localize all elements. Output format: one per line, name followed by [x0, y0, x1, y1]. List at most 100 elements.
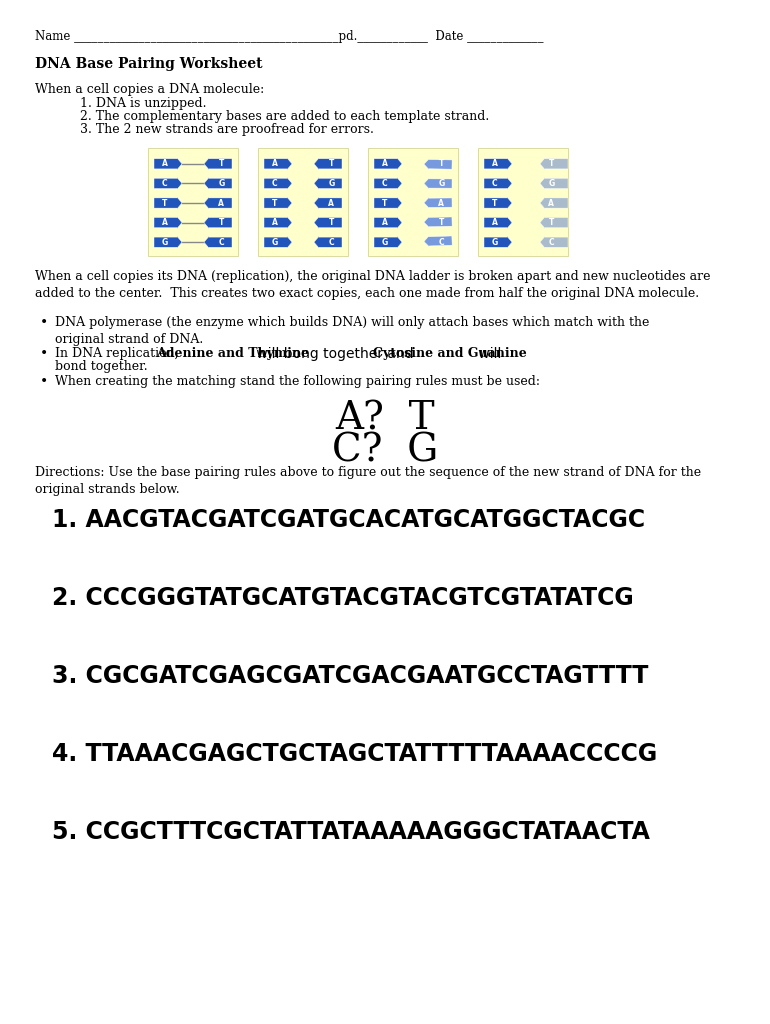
Text: bond together.: bond together. [55, 360, 148, 373]
Text: A?  T: A? T [335, 400, 435, 437]
FancyArrow shape [154, 217, 182, 228]
Text: T: T [439, 160, 444, 168]
Text: C: C [439, 238, 444, 247]
Text: T: T [329, 160, 334, 168]
Text: T: T [549, 160, 554, 168]
Text: G: G [162, 238, 168, 247]
Text: A: A [492, 160, 497, 168]
Text: 5. CCGCTTTCGCTATTATAAAAAGGGCTATAACTA: 5. CCGCTTTCGCTATTATAAAAAGGGCTATAACTA [52, 820, 650, 844]
FancyArrow shape [540, 217, 568, 228]
FancyArrow shape [264, 217, 292, 228]
Text: T: T [492, 199, 497, 208]
Text: G: G [381, 238, 388, 247]
Text: T: T [272, 199, 277, 208]
FancyArrow shape [264, 158, 292, 170]
Text: When creating the matching stand the following pairing rules must be used:: When creating the matching stand the fol… [55, 375, 540, 388]
FancyArrow shape [204, 217, 232, 228]
Text: •: • [40, 375, 49, 389]
FancyArrow shape [424, 198, 452, 208]
Text: Directions: Use the base pairing rules above to figure out the sequence of the n: Directions: Use the base pairing rules a… [35, 466, 701, 497]
Text: C: C [548, 238, 554, 247]
Bar [258, 148, 348, 256]
FancyArrow shape [374, 158, 402, 170]
Text: T: T [162, 199, 167, 208]
Text: A: A [492, 218, 497, 227]
FancyArrow shape [154, 158, 182, 170]
FancyArrow shape [374, 217, 402, 228]
Text: When a cell copies a DNA molecule:: When a cell copies a DNA molecule: [35, 83, 264, 96]
Text: DNA polymerase (the enzyme which builds DNA) will only attach bases which match : DNA polymerase (the enzyme which builds … [55, 316, 649, 346]
FancyArrow shape [484, 177, 512, 189]
FancyArrow shape [204, 197, 232, 209]
Text: G: G [272, 238, 278, 247]
Text: will: will [474, 347, 501, 361]
Text: Cytosine and Guanine: Cytosine and Guanine [373, 347, 527, 360]
Text: A: A [548, 199, 554, 208]
FancyArrow shape [424, 178, 452, 188]
Text: 4. TTAAACGAGCTGCTAGCTATTTTTAAAACCCCG: 4. TTAAACGAGCTGCTAGCTATTTTTAAAACCCCG [52, 742, 658, 766]
FancyArrow shape [204, 177, 232, 189]
Text: 1. AACGTACGATCGATGCACATGCATGGCTACGC: 1. AACGTACGATCGATGCACATGCATGGCTACGC [52, 508, 645, 532]
Text: C: C [162, 179, 167, 187]
FancyArrow shape [264, 237, 292, 248]
Text: T: T [329, 218, 334, 227]
FancyArrow shape [154, 197, 182, 209]
FancyArrow shape [484, 197, 512, 209]
FancyArrow shape [540, 158, 568, 170]
FancyArrow shape [154, 177, 182, 189]
FancyArrow shape [314, 197, 342, 209]
Text: A: A [382, 160, 387, 168]
Text: DNA Base Pairing Worksheet: DNA Base Pairing Worksheet [35, 57, 263, 71]
FancyArrow shape [314, 237, 342, 248]
Bar [478, 148, 568, 256]
Text: T: T [549, 218, 554, 227]
Bar [368, 148, 458, 256]
FancyArrow shape [264, 177, 292, 189]
Text: 3. CGCGATCGAGCGATCGACGAATGCCTAGTTTT: 3. CGCGATCGAGCGATCGACGAATGCCTAGTTTT [52, 664, 648, 688]
Text: G: G [218, 179, 225, 187]
Text: C: C [219, 238, 224, 247]
FancyArrow shape [314, 177, 342, 189]
FancyArrow shape [424, 159, 452, 169]
Text: •: • [40, 316, 49, 330]
Text: A: A [162, 160, 168, 168]
Text: Name _____________________________________________pd.____________  Date ________: Name ___________________________________… [35, 30, 544, 43]
Text: C?  G: C? G [332, 432, 438, 469]
FancyArrow shape [374, 237, 402, 248]
Text: A: A [329, 199, 334, 208]
FancyArrow shape [540, 177, 568, 189]
Text: A: A [438, 199, 444, 208]
Text: will bong together and: will bong together and [252, 347, 418, 361]
FancyArrow shape [424, 217, 452, 227]
FancyArrow shape [314, 158, 342, 170]
Text: Adenine and Thymine: Adenine and Thymine [156, 347, 309, 360]
Text: 2. CCCGGGTATGCATGTACGTACGTCGTATATCG: 2. CCCGGGTATGCATGTACGTACGTCGTATATCG [52, 586, 634, 610]
FancyArrow shape [204, 158, 232, 170]
Text: T: T [382, 199, 387, 208]
FancyArrow shape [540, 197, 568, 209]
Bar [148, 148, 238, 256]
Text: A: A [272, 160, 277, 168]
Text: G: G [328, 179, 334, 187]
FancyArrow shape [204, 237, 232, 248]
Text: A: A [382, 218, 387, 227]
Text: In DNA replication,: In DNA replication, [55, 347, 182, 360]
Text: C: C [329, 238, 334, 247]
Text: T: T [219, 218, 224, 227]
Text: G: G [548, 179, 554, 187]
Text: •: • [40, 347, 49, 361]
FancyArrow shape [154, 237, 182, 248]
FancyArrow shape [484, 217, 512, 228]
Text: T: T [219, 160, 224, 168]
Text: When a cell copies its DNA (replication), the original DNA ladder is broken apar: When a cell copies its DNA (replication)… [35, 270, 711, 300]
FancyArrow shape [484, 158, 512, 170]
FancyArrow shape [540, 237, 568, 248]
Text: A: A [162, 218, 168, 227]
Text: C: C [492, 179, 497, 187]
FancyArrow shape [314, 217, 342, 228]
FancyArrow shape [484, 237, 512, 248]
FancyArrow shape [424, 236, 452, 247]
Text: 3. The 2 new strands are proofread for errors.: 3. The 2 new strands are proofread for e… [80, 123, 374, 136]
FancyArrow shape [374, 177, 402, 189]
FancyArrow shape [374, 197, 402, 209]
